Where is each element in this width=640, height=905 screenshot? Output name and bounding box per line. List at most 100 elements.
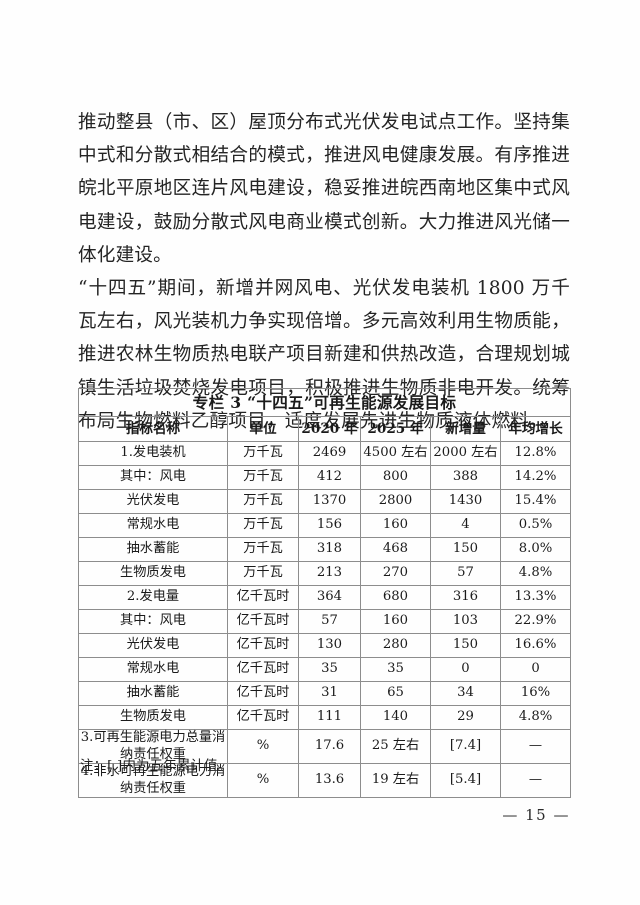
column-header-increment: 新增量	[430, 416, 501, 442]
cell-delta: 2000 左右	[430, 441, 501, 466]
cell-name: 生物质发电	[78, 561, 228, 586]
cell-y2020: 213	[298, 561, 361, 586]
cell-delta: 34	[430, 681, 501, 706]
cell-y2025: 468	[360, 537, 431, 562]
cell-cagr: 4.8%	[499, 561, 572, 586]
cell-y2020: 111	[298, 705, 361, 730]
paragraph-1: 推动整县（市、区）屋顶分布式光伏发电试点工作。坚持集中式和分散式相结合的模式，推…	[78, 112, 570, 266]
cell-y2020: 31	[298, 681, 361, 706]
cell-y2025: 19 左右	[360, 763, 431, 798]
cell-y2025: 280	[360, 633, 431, 658]
renewable-energy-targets-table: 专栏 3 “十四五”可再生能源发展目标 指标名称 单位 2020 年 2025 …	[77, 388, 572, 798]
cell-unit: 万千瓦	[227, 489, 299, 514]
cell-unit: 万千瓦	[227, 513, 299, 538]
cell-name: 抽水蓄能	[78, 537, 228, 562]
cell-y2020: 2469	[298, 441, 361, 466]
cell-unit: 亿千瓦时	[227, 681, 299, 706]
table-row: 常规水电 亿千瓦时 35 35 0 0	[78, 657, 572, 682]
cell-delta: 0	[430, 657, 501, 682]
cell-y2025: 680	[360, 585, 431, 610]
cell-cagr: 12.8%	[499, 441, 572, 466]
cell-unit: 万千瓦	[227, 561, 299, 586]
cell-cagr: 8.0%	[499, 537, 572, 562]
table-row: 抽水蓄能 亿千瓦时 31 65 34 16%	[78, 681, 572, 706]
cell-cagr: 16.6%	[499, 633, 572, 658]
table-row: 光伏发电 万千瓦 1370 2800 1430 15.4%	[78, 489, 572, 514]
cell-delta: 316	[430, 585, 501, 610]
table-row: 4.非水可再生能源电力消纳责任权重% 13.6 19 左右 [5.4] —	[78, 763, 572, 798]
cell-delta: 1430	[430, 489, 501, 514]
cell-name: 常规水电	[78, 513, 228, 538]
cell-y2020: 13.6	[298, 763, 361, 798]
cell-y2025: 800	[360, 465, 431, 490]
table-row: 生物质发电 万千瓦 213 270 57 4.8%	[78, 561, 572, 586]
table-note: 注：[ ]内为五年累计值。	[80, 759, 232, 774]
cell-name: 生物质发电	[78, 705, 228, 730]
cell-name: 抽水蓄能	[78, 681, 228, 706]
cell-unit: 亿千瓦时	[227, 657, 299, 682]
cell-unit: 亿千瓦时	[227, 585, 299, 610]
cell-name: 1.发电装机	[78, 441, 228, 466]
table-title-row: 专栏 3 “十四五”可再生能源发展目标	[77, 388, 572, 417]
cell-name: 其中：风电	[78, 609, 228, 634]
column-header-2025: 2025 年	[360, 416, 431, 442]
cell-y2025: 270	[360, 561, 431, 586]
cell-unit: %	[227, 729, 299, 764]
cell-unit: 万千瓦	[227, 441, 299, 466]
cell-delta: 57	[430, 561, 501, 586]
cell-delta: 103	[430, 609, 501, 634]
cell-delta: 150	[430, 537, 501, 562]
table-row: 2.发电量 亿千瓦时 364 680 316 13.3%	[78, 585, 572, 610]
cell-cagr: 14.2%	[499, 465, 572, 490]
cell-y2025: 65	[360, 681, 431, 706]
cell-cagr: 16%	[499, 681, 572, 706]
table-row: 1.发电装机 万千瓦 2469 4500 左右 2000 左右 12.8%	[78, 441, 572, 466]
column-header-2020: 2020 年	[298, 416, 361, 442]
cell-y2020: 1370	[298, 489, 361, 514]
cell-cagr: —	[499, 763, 572, 798]
cell-unit: 万千瓦	[227, 465, 299, 490]
table-row: 光伏发电 亿千瓦时 130 280 150 16.6%	[78, 633, 572, 658]
cell-y2025: 35	[360, 657, 431, 682]
cell-y2025: 160	[360, 609, 431, 634]
cell-y2025: 2800	[360, 489, 431, 514]
table-row: 其中：风电 亿千瓦时 57 160 103 22.9%	[78, 609, 572, 634]
table-title: 专栏 3 “十四五”可再生能源发展目标	[77, 388, 572, 417]
cell-unit: %	[227, 763, 299, 798]
column-header-unit: 单位	[227, 416, 299, 442]
cell-name: 2.发电量	[78, 585, 228, 610]
cell-name: 常规水电	[78, 657, 228, 682]
cell-y2020: 130	[298, 633, 361, 658]
cell-y2020: 57	[298, 609, 361, 634]
cell-unit: 亿千瓦时	[227, 705, 299, 730]
cell-y2025: 140	[360, 705, 431, 730]
cell-cagr: 0.5%	[499, 513, 572, 538]
column-header-indicator: 指标名称	[78, 416, 228, 442]
cell-cagr: 15.4%	[499, 489, 572, 514]
cell-y2020: 35	[298, 657, 361, 682]
table-body: 1.发电装机 万千瓦 2469 4500 左右 2000 左右 12.8% 其中：风电 万千瓦…	[78, 441, 572, 798]
cell-delta: [5.4]	[430, 763, 501, 798]
cell-y2025: 4500 左右	[360, 441, 431, 466]
cell-y2020: 364	[298, 585, 361, 610]
cell-cagr: 4.8%	[499, 705, 572, 730]
cell-y2020: 318	[298, 537, 361, 562]
cell-cagr: 13.3%	[499, 585, 572, 610]
cell-unit: 亿千瓦时	[227, 609, 299, 634]
cell-unit: 万千瓦	[227, 537, 299, 562]
cell-name: 光伏发电	[78, 489, 228, 514]
column-header-annual-growth: 年均增长	[499, 416, 572, 442]
cell-delta: 29	[430, 705, 501, 730]
page-number: — 15 —	[502, 806, 570, 824]
cell-cagr: 0	[499, 657, 572, 682]
cell-delta: 150	[430, 633, 501, 658]
cell-y2025: 160	[360, 513, 431, 538]
table-row: 生物质发电 亿千瓦时 111 140 29 4.8%	[78, 705, 572, 730]
cell-cagr: 22.9%	[499, 609, 572, 634]
cell-y2020: 156	[298, 513, 361, 538]
table-row: 抽水蓄能 万千瓦 318 468 150 8.0%	[78, 537, 572, 562]
cell-name: 4.非水可再生能源电力消纳责任权重	[78, 763, 228, 798]
cell-delta: 388	[430, 465, 501, 490]
table-row: 常规水电 万千瓦 156 160 4 0.5%	[78, 513, 572, 538]
